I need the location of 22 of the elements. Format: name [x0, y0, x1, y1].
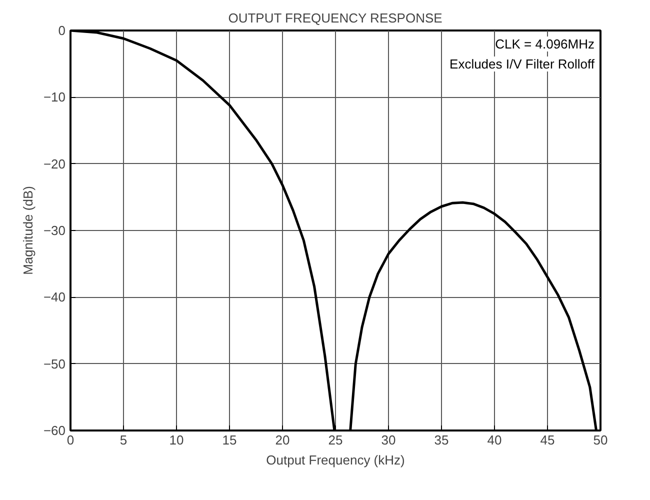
y-tick-label: −10 [43, 90, 66, 105]
y-tick-label: −50 [43, 356, 66, 372]
y-tick-label: −60 [43, 423, 66, 438]
y-tick-label: −30 [43, 223, 66, 238]
x-tick-label: 25 [328, 432, 343, 448]
x-tick-label: 5 [120, 432, 128, 448]
x-tick-label: 50 [593, 432, 608, 448]
y-tick-label: −20 [43, 156, 66, 172]
x-tick-label: 10 [169, 432, 184, 448]
x-axis-title: Output Frequency (kHz) [266, 452, 405, 468]
y-axis-title: Magnitude (dB) [20, 186, 36, 275]
y-tick-label: 0 [58, 23, 66, 38]
x-tick-label: 15 [222, 432, 237, 448]
x-tick-label: 20 [275, 432, 290, 448]
x-tick-label: 30 [381, 432, 396, 448]
annotation: CLK = 4.096MHz [495, 36, 595, 52]
x-tick-label: 40 [487, 432, 502, 448]
y-tick-label: −40 [43, 290, 66, 305]
x-tick-label: 45 [540, 432, 555, 448]
x-tick-label: 35 [434, 432, 449, 448]
chart-title: OUTPUT FREQUENCY RESPONSE [228, 10, 443, 26]
annotation: Excludes I/V Filter Rolloff [450, 56, 595, 72]
